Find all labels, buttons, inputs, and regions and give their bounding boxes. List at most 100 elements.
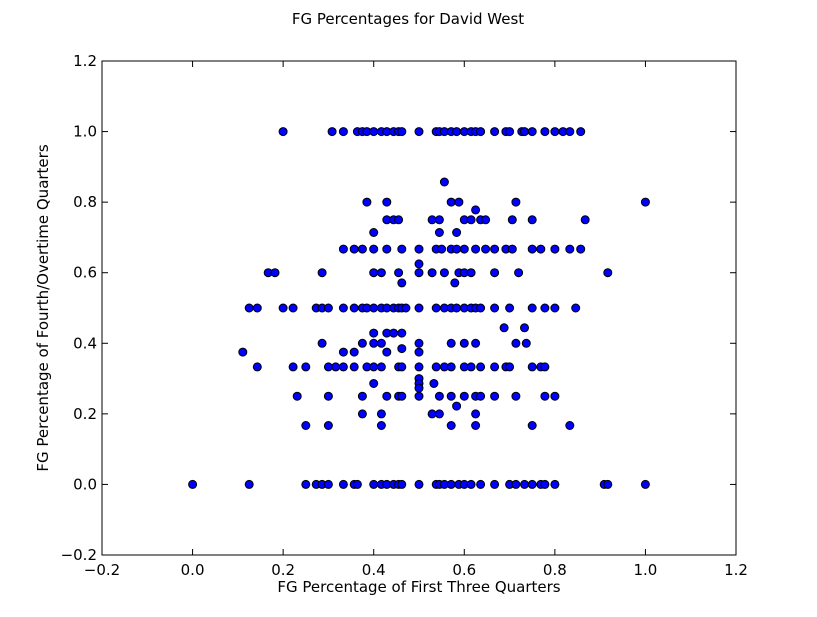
x-axis-label: FG Percentage of First Three Quarters xyxy=(277,578,560,596)
data-point xyxy=(362,197,372,207)
data-point xyxy=(505,127,515,137)
data-point xyxy=(527,421,537,430)
data-point xyxy=(565,421,575,430)
data-point xyxy=(521,338,531,348)
data-point xyxy=(414,479,424,489)
data-point xyxy=(331,362,341,372)
data-point xyxy=(511,479,521,489)
data-point xyxy=(476,391,486,401)
data-point xyxy=(382,347,392,357)
data-point xyxy=(452,228,462,237)
data-point xyxy=(301,421,311,430)
x-tick-label: 0.2 xyxy=(271,561,295,579)
data-point xyxy=(459,244,469,254)
y-tick-label: 0.0 xyxy=(73,475,97,493)
data-point xyxy=(640,479,650,489)
data-point xyxy=(490,244,500,254)
data-point xyxy=(414,362,424,372)
y-tick-label: 1.2 xyxy=(73,52,97,70)
data-point xyxy=(414,127,424,137)
data-point xyxy=(576,127,586,137)
x-tick-label: 0.4 xyxy=(362,561,386,579)
data-point xyxy=(520,479,529,489)
data-point xyxy=(382,197,392,207)
data-point xyxy=(466,479,476,489)
data-point xyxy=(323,391,333,401)
data-point xyxy=(357,244,367,254)
data-point xyxy=(434,228,444,237)
data-point xyxy=(288,303,298,313)
axis-ticks: −0.2 0.0 0.2 0.4 0.6 0.8 1.0 1.2 −0.2 0.0 0.2 0.4 0.… xyxy=(61,52,748,579)
data-point xyxy=(476,362,486,372)
data-point xyxy=(540,362,550,372)
data-point xyxy=(369,338,379,348)
data-point xyxy=(369,303,379,313)
data-point xyxy=(397,244,407,254)
data-point xyxy=(278,303,288,313)
data-point xyxy=(244,479,254,489)
data-point xyxy=(397,278,407,288)
data-point xyxy=(576,244,586,254)
data-point xyxy=(369,328,379,338)
data-point xyxy=(349,362,359,372)
data-point xyxy=(452,127,462,137)
data-point xyxy=(540,127,550,137)
data-point xyxy=(476,479,486,489)
data-point xyxy=(414,259,424,269)
data-point xyxy=(446,338,456,348)
data-point xyxy=(394,268,404,278)
x-tick-label: 0.6 xyxy=(452,561,476,579)
data-point xyxy=(527,244,537,254)
data-point xyxy=(394,215,404,225)
data-point xyxy=(397,479,407,489)
data-point xyxy=(550,479,560,489)
data-point xyxy=(540,479,550,489)
data-point xyxy=(466,268,476,278)
data-point xyxy=(357,391,367,401)
data-point xyxy=(527,303,537,313)
data-point xyxy=(414,338,424,348)
chart-title: FG Percentages for David West xyxy=(292,10,524,28)
data-point xyxy=(317,338,327,348)
data-point xyxy=(369,268,379,278)
data-point xyxy=(452,244,462,254)
data-point xyxy=(376,362,386,372)
data-point xyxy=(490,362,500,372)
data-point xyxy=(327,127,337,137)
data-point xyxy=(434,391,444,401)
data-point xyxy=(414,383,424,393)
data-point xyxy=(471,205,481,215)
data-point xyxy=(550,303,560,313)
data-point xyxy=(452,303,462,313)
data-point xyxy=(481,215,491,225)
plot-area-frame xyxy=(101,60,737,556)
data-point xyxy=(511,391,521,401)
data-point xyxy=(459,338,469,348)
data-point xyxy=(540,391,550,401)
data-point xyxy=(323,303,333,313)
data-point xyxy=(414,347,424,357)
data-point xyxy=(476,127,486,137)
y-tick-label: −0.2 xyxy=(61,546,97,564)
y-tick-label: 1.0 xyxy=(73,123,97,141)
data-point xyxy=(439,177,449,187)
data-point xyxy=(376,338,386,348)
data-point xyxy=(571,303,581,313)
data-point xyxy=(603,268,613,278)
data-point xyxy=(640,197,650,207)
x-tick-label: 1.2 xyxy=(724,561,748,579)
data-point xyxy=(389,328,399,338)
data-point xyxy=(446,362,456,372)
data-point xyxy=(382,244,392,254)
data-point xyxy=(434,215,444,225)
data-point xyxy=(369,479,379,489)
y-tick-label: 0.4 xyxy=(73,334,97,352)
data-point xyxy=(292,391,302,401)
data-point xyxy=(446,197,456,207)
x-tick-label: −0.2 xyxy=(84,561,120,579)
data-point xyxy=(511,338,521,348)
data-point xyxy=(527,215,537,225)
y-tick-label: 0.6 xyxy=(73,264,97,282)
data-point xyxy=(565,127,575,137)
data-point xyxy=(536,244,546,254)
